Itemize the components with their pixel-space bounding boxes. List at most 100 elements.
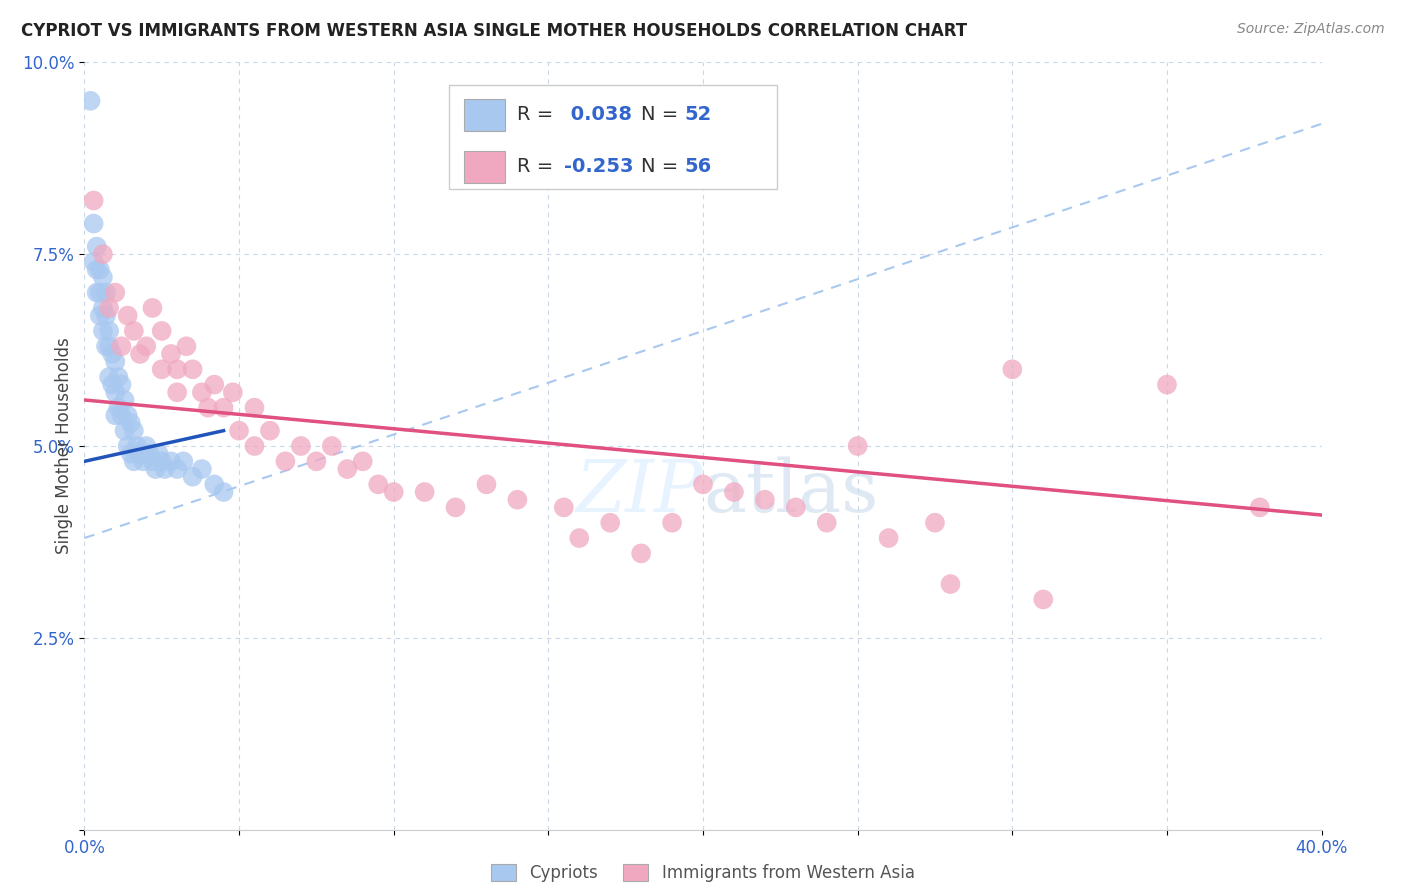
Point: [243, 401, 266, 415]
Point: [150, 324, 173, 338]
Point: [91, 324, 114, 338]
Point: [723, 485, 745, 500]
Text: CYPRIOT VS IMMIGRANTS FROM WESTERN ASIA SINGLE MOTHER HOUSEHOLDS CORRELATION CHA: CYPRIOT VS IMMIGRANTS FROM WESTERN ASIA …: [21, 22, 967, 40]
Point: [352, 454, 374, 468]
Point: [83, 255, 105, 269]
FancyBboxPatch shape: [464, 151, 505, 183]
Point: [91, 247, 114, 261]
Point: [101, 347, 124, 361]
Point: [141, 454, 163, 468]
Point: [104, 285, 127, 300]
Point: [785, 500, 807, 515]
Point: [98, 370, 121, 384]
FancyBboxPatch shape: [464, 99, 505, 131]
Point: [122, 454, 145, 468]
Text: ZIP: ZIP: [575, 457, 703, 527]
Point: [150, 362, 173, 376]
Point: [181, 362, 204, 376]
Point: [321, 439, 343, 453]
Point: [259, 424, 281, 438]
Point: [160, 347, 183, 361]
Point: [924, 516, 946, 530]
Point: [939, 577, 962, 591]
Point: [846, 439, 869, 453]
Point: [101, 377, 124, 392]
Point: [413, 485, 436, 500]
Point: [94, 339, 117, 353]
Point: [107, 370, 129, 384]
Point: [110, 409, 132, 423]
Point: [202, 477, 225, 491]
Point: [599, 516, 621, 530]
Point: [122, 424, 145, 438]
Point: [290, 439, 312, 453]
Point: [114, 424, 136, 438]
Point: [94, 309, 117, 323]
Point: [98, 301, 121, 315]
Point: [191, 385, 214, 400]
Point: [135, 339, 157, 353]
Point: [98, 324, 121, 338]
Point: [91, 270, 114, 285]
Point: [153, 462, 176, 476]
Point: [382, 485, 405, 500]
Point: [243, 439, 266, 453]
Legend: Cypriots, Immigrants from Western Asia: Cypriots, Immigrants from Western Asia: [482, 855, 924, 890]
Point: [117, 309, 139, 323]
Point: [110, 339, 132, 353]
Point: [120, 416, 142, 430]
Text: R =: R =: [517, 105, 560, 124]
Point: [138, 447, 160, 461]
Point: [117, 409, 139, 423]
Point: [305, 454, 328, 468]
Text: -0.253: -0.253: [564, 157, 634, 176]
Point: [877, 531, 900, 545]
Point: [197, 401, 219, 415]
Point: [110, 377, 132, 392]
Point: [125, 439, 148, 453]
Text: Source: ZipAtlas.com: Source: ZipAtlas.com: [1237, 22, 1385, 37]
Point: [89, 309, 111, 323]
Point: [129, 447, 152, 461]
Point: [181, 469, 204, 483]
Text: 56: 56: [685, 157, 711, 176]
Point: [104, 409, 127, 423]
Point: [166, 362, 188, 376]
Point: [1156, 377, 1178, 392]
Text: atlas: atlas: [703, 457, 879, 527]
Point: [104, 385, 127, 400]
Point: [83, 194, 105, 208]
Point: [86, 239, 108, 253]
Point: [114, 392, 136, 407]
Point: [120, 447, 142, 461]
Point: [754, 492, 776, 507]
Point: [212, 401, 235, 415]
Point: [148, 447, 170, 461]
Point: [176, 339, 198, 353]
Point: [172, 454, 194, 468]
Point: [212, 485, 235, 500]
Point: [94, 285, 117, 300]
Point: [568, 531, 591, 545]
Point: [160, 454, 183, 468]
Point: [815, 516, 838, 530]
FancyBboxPatch shape: [450, 86, 778, 189]
Text: N =: N =: [641, 157, 685, 176]
Point: [475, 477, 498, 491]
Point: [104, 354, 127, 368]
Text: N =: N =: [641, 105, 685, 124]
Point: [202, 377, 225, 392]
Point: [191, 462, 214, 476]
Point: [166, 385, 188, 400]
Point: [367, 477, 389, 491]
Point: [141, 301, 163, 315]
Point: [129, 347, 152, 361]
Point: [135, 439, 157, 453]
Point: [107, 401, 129, 415]
Point: [1032, 592, 1054, 607]
Point: [86, 285, 108, 300]
Text: 0.038: 0.038: [564, 105, 633, 124]
Point: [98, 339, 121, 353]
Point: [630, 546, 652, 560]
Text: R =: R =: [517, 157, 560, 176]
